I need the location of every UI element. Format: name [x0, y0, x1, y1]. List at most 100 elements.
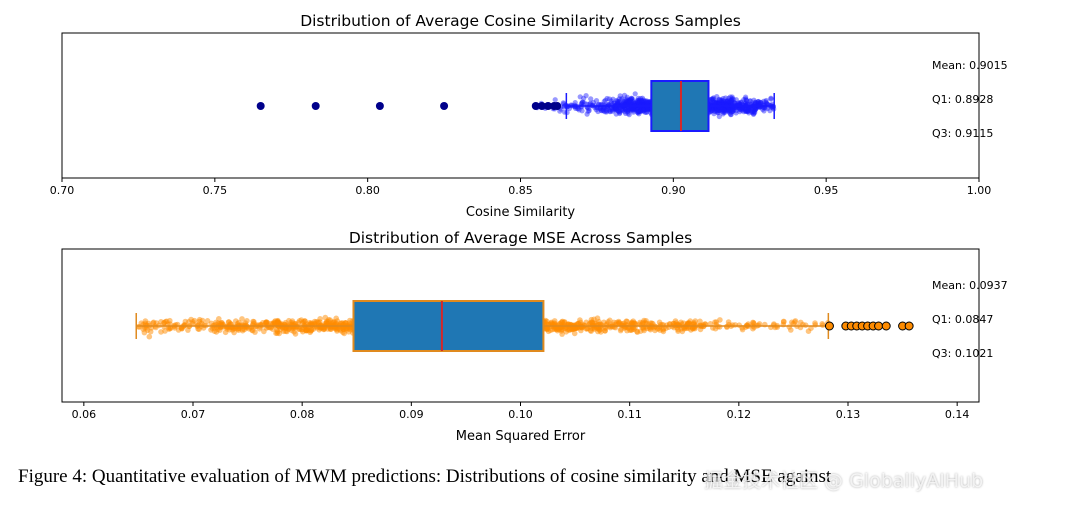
data-point: [709, 107, 716, 113]
data-point: [615, 108, 621, 114]
data-point: [597, 105, 604, 111]
data-point: [719, 99, 725, 105]
data-point: [716, 100, 722, 106]
data-point: [638, 108, 644, 114]
data-point: [643, 109, 650, 115]
data-point: [641, 101, 647, 107]
data-point: [729, 95, 735, 102]
data-point: [725, 108, 732, 114]
data-point: [729, 97, 735, 103]
data-point: [725, 100, 732, 106]
data-point: [643, 98, 649, 104]
data-point: [719, 99, 726, 105]
data-point: [610, 96, 616, 102]
data-point: [624, 94, 630, 100]
data-point: [743, 108, 750, 114]
data-point: [631, 326, 637, 333]
data-point: [712, 100, 718, 106]
data-point: [745, 108, 751, 114]
data-point: [710, 97, 716, 104]
data-point: [728, 97, 734, 104]
x-axis-label: Cosine Similarity: [466, 205, 576, 220]
data-point: [741, 97, 747, 103]
x-tick-label: 0.85: [508, 184, 533, 197]
x-tick-label: 0.11: [617, 408, 642, 421]
data-point: [223, 324, 229, 330]
x-tick-label: 0.75: [203, 184, 228, 197]
data-point: [261, 328, 267, 335]
data-point: [644, 105, 651, 111]
data-point: [729, 94, 735, 100]
data-point: [627, 96, 634, 102]
data-point: [642, 106, 648, 112]
data-point: [710, 105, 716, 111]
data-point: [725, 101, 731, 107]
data-point: [764, 101, 770, 107]
data-point: [635, 108, 641, 114]
data-point: [733, 97, 739, 103]
data-point: [755, 98, 762, 105]
box-iqr: [650, 80, 710, 132]
data-point: [626, 98, 632, 104]
data-point: [308, 327, 315, 333]
data-point: [258, 322, 264, 328]
data-point: [579, 99, 586, 105]
data-point: [724, 98, 730, 104]
data-point: [721, 101, 727, 107]
data-point: [721, 106, 727, 112]
data-point: [741, 109, 747, 115]
data-point: [743, 96, 749, 102]
data-point: [186, 319, 192, 325]
data-point: [755, 99, 761, 105]
data-point: [713, 99, 720, 106]
data-point: [561, 104, 567, 110]
data-point: [709, 107, 715, 113]
data-point: [616, 100, 623, 106]
data-point: [636, 99, 642, 105]
data-point: [722, 100, 729, 106]
data-point: [812, 320, 818, 326]
data-point: [714, 100, 720, 107]
data-point: [628, 107, 634, 113]
data-point: [239, 316, 245, 322]
data-point: [572, 100, 578, 106]
data-point: [612, 107, 618, 113]
data-point: [583, 93, 589, 99]
data-point: [580, 99, 586, 105]
data-point: [146, 333, 153, 340]
data-point: [607, 108, 613, 114]
data-point: [544, 326, 551, 332]
data-point: [588, 96, 594, 102]
outlier-point: [537, 102, 546, 110]
data-point: [716, 96, 722, 102]
data-point: [727, 99, 733, 105]
data-point: [751, 324, 757, 331]
data-point: [738, 99, 745, 105]
data-point: [637, 98, 643, 104]
data-point: [622, 106, 629, 112]
data-point: [628, 106, 634, 112]
watermark: 掘金技术社区 @ GloballyAIHub: [704, 470, 984, 492]
data-point: [608, 98, 614, 104]
data-point: [178, 325, 185, 332]
data-point: [720, 109, 727, 116]
data-point: [552, 97, 558, 103]
data-point: [324, 318, 330, 325]
data-point: [616, 108, 622, 115]
data-point: [748, 106, 754, 112]
data-point: [191, 317, 198, 324]
data-point: [643, 106, 650, 112]
data-point: [619, 96, 625, 102]
data-point: [643, 100, 649, 106]
data-point: [639, 98, 645, 104]
data-point: [723, 107, 730, 113]
data-point: [614, 107, 620, 113]
data-point: [593, 107, 599, 113]
data-point: [621, 100, 627, 106]
data-point: [646, 106, 652, 112]
data-point: [250, 320, 257, 327]
data-point: [713, 105, 719, 112]
data-point: [639, 97, 645, 104]
data-point: [158, 319, 164, 325]
data-point: [641, 106, 647, 112]
